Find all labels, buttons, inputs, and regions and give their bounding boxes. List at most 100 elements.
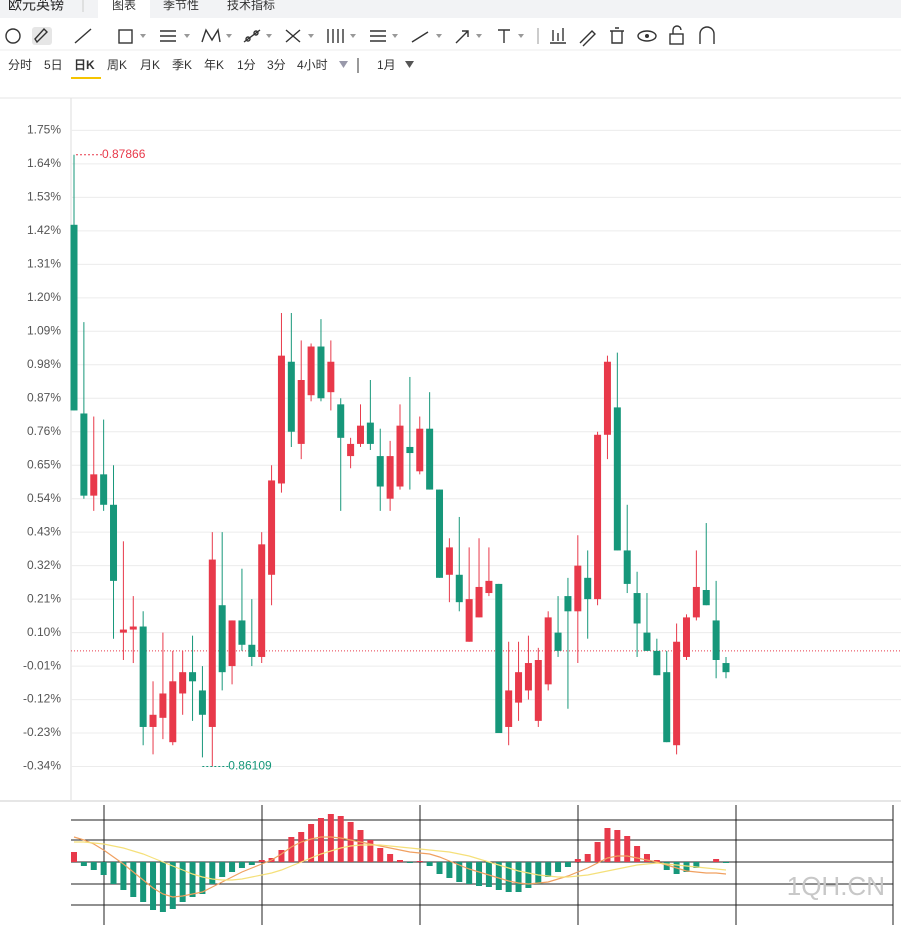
macd-bar — [446, 862, 453, 878]
macd-dea-line — [74, 841, 727, 881]
y-tick-label: -0.34% — [23, 759, 61, 773]
candle-body — [692, 586, 700, 618]
candle-body — [347, 443, 355, 457]
macd-bar — [663, 862, 670, 870]
macd-bar — [564, 862, 571, 867]
macd-bar — [130, 862, 137, 897]
candle-body — [673, 641, 681, 746]
macd-bar — [229, 862, 236, 872]
macd-bar — [387, 854, 394, 862]
macd-bar — [495, 862, 502, 890]
candle-body — [534, 660, 542, 721]
macd-bar — [505, 862, 512, 892]
macd-bar — [71, 852, 77, 862]
macd-bar — [150, 862, 157, 910]
y-tick-label: 1.31% — [27, 257, 61, 271]
y-tick-label: 0.65% — [27, 457, 61, 471]
period-tab[interactable]: 4小时 — [297, 58, 328, 72]
candle-body — [603, 361, 611, 435]
period-underline — [71, 77, 101, 79]
y-tick-label: 0.98% — [27, 357, 61, 371]
range-select[interactable]: 1月 — [377, 58, 396, 72]
candle-body — [366, 422, 374, 444]
macd-bar — [337, 816, 344, 862]
candle-body — [248, 644, 256, 657]
y-tick-label: 0.76% — [27, 424, 61, 438]
candle-body — [594, 434, 602, 600]
macd-bar — [248, 862, 255, 865]
candle-body — [554, 632, 562, 651]
macd-bar — [525, 862, 532, 888]
macd-bar — [308, 824, 315, 862]
candle-body — [485, 580, 493, 594]
macd-bar — [723, 862, 729, 863]
toolbar[interactable] — [5, 25, 715, 47]
macd-bar — [653, 860, 660, 862]
y-tick-label: 1.42% — [27, 223, 61, 237]
macd-bar — [634, 846, 641, 862]
candle-body — [337, 404, 345, 438]
period-tab[interactable]: 3分 — [267, 58, 286, 72]
macd-bar — [456, 862, 463, 882]
y-tick-label: 1.64% — [27, 156, 61, 170]
tab[interactable]: 技术指标 — [227, 0, 275, 12]
tab[interactable]: 季节性 — [163, 0, 199, 12]
period-tab[interactable]: 日K — [74, 58, 95, 72]
macd-bar — [90, 862, 97, 870]
macd-dif-line — [73, 836, 727, 898]
candle-body — [149, 714, 157, 727]
macd-bar — [406, 862, 413, 863]
y-tick-label: 0.10% — [27, 625, 61, 639]
macd-bar — [110, 862, 117, 884]
macd-bar — [169, 862, 176, 909]
candle-body — [228, 620, 236, 667]
macd-bar — [416, 861, 423, 862]
macd-bar — [426, 862, 433, 866]
period-tab[interactable]: 月K — [140, 58, 160, 72]
candle-body — [169, 681, 177, 743]
candle-body — [208, 559, 216, 727]
candle-body — [70, 224, 78, 411]
candle-body — [396, 425, 404, 487]
candle-body — [307, 346, 315, 396]
pair-title: 欧元英镑 — [8, 0, 64, 13]
candle-body — [179, 672, 187, 694]
candle-body — [445, 547, 453, 575]
candle-body — [702, 590, 710, 606]
candle-body — [633, 593, 641, 624]
range-dropdown[interactable] — [405, 61, 414, 68]
period-tab[interactable]: 分时 — [8, 58, 32, 72]
tab-bar — [0, 0, 901, 18]
macd-bar — [693, 862, 700, 868]
tab[interactable]: 图表 — [112, 0, 136, 12]
macd-bar — [377, 848, 384, 862]
candle-body — [495, 583, 503, 734]
macd-bar — [258, 860, 265, 862]
candle-body — [455, 574, 463, 603]
macd-bar — [179, 862, 186, 902]
period-tab[interactable]: 季K — [172, 58, 192, 72]
macd-bar — [189, 862, 196, 897]
period-tab[interactable]: 5日 — [44, 58, 63, 72]
candle-body — [268, 480, 276, 575]
period-tab[interactable]: 年K — [204, 58, 224, 72]
candle-body — [129, 626, 137, 630]
macd-bar — [357, 830, 364, 862]
candle-body — [277, 355, 285, 484]
period-tab[interactable]: 周K — [107, 58, 127, 72]
candle-body — [327, 361, 335, 393]
candle-body — [643, 632, 651, 651]
candle-body — [722, 663, 730, 673]
candle-body — [258, 544, 266, 657]
period-tab[interactable]: 1分 — [237, 58, 256, 72]
macd-bar — [317, 818, 324, 862]
y-tick-label: -0.12% — [23, 692, 61, 706]
candle-body — [682, 617, 690, 657]
macd-bar — [199, 862, 206, 894]
macd-bar — [209, 862, 216, 884]
period-more[interactable] — [339, 61, 348, 68]
y-tick-label: 0.43% — [27, 524, 61, 538]
candle-body — [406, 446, 414, 454]
max-label: 0.87866 — [102, 147, 146, 161]
